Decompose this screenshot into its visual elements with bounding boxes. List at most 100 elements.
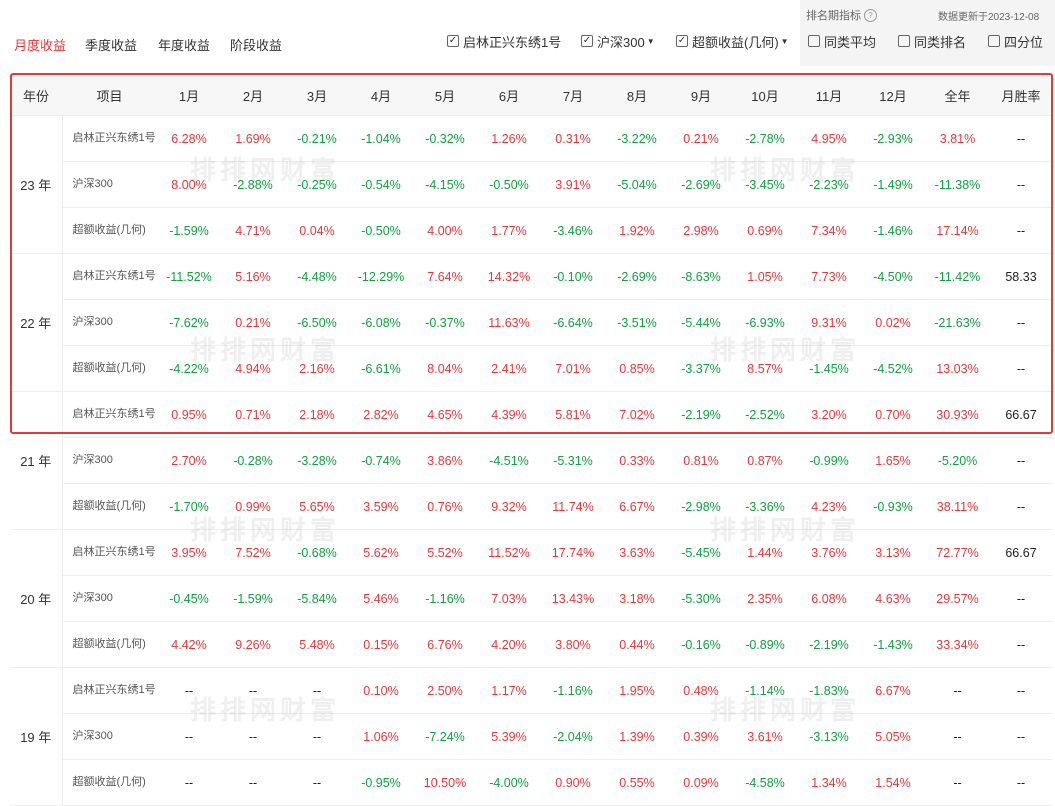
tab-annual-returns[interactable]: 年度收益 xyxy=(158,38,211,53)
item-cell: 沪深300 xyxy=(62,437,157,484)
value-cell: 1.05% xyxy=(733,253,797,300)
value-cell: 30.93% xyxy=(925,391,990,438)
value-cell: 17.14% xyxy=(925,207,990,254)
value-cell: 1.54% xyxy=(861,759,925,806)
table-header-row: 年份 项目 1月 2月 3月 4月 5月 6月 7月 8月 9月 10月 11月 12月 全年 月胜率 xyxy=(10,75,1052,116)
checkbox-peer-rank[interactable]: 同类排名 xyxy=(898,32,966,50)
value-cell: 6.08% xyxy=(797,575,861,622)
value-cell: 7.73% xyxy=(797,253,861,300)
tab-quarterly-returns[interactable]: 季度收益 xyxy=(85,38,138,53)
value-cell: -0.21% xyxy=(285,115,349,162)
value-cell: -21.63% xyxy=(925,299,990,346)
value-cell: 66.67 xyxy=(990,391,1052,438)
value-cell: -0.93% xyxy=(861,483,925,530)
value-cell: 9.26% xyxy=(221,621,285,668)
checkbox-peer-average[interactable]: 同类平均 xyxy=(808,32,876,50)
value-cell: -- xyxy=(990,621,1052,668)
value-cell: -4.00% xyxy=(477,759,541,806)
value-cell: -0.32% xyxy=(413,115,477,162)
value-cell: -2.69% xyxy=(669,161,733,208)
value-cell: 1.69% xyxy=(221,115,285,162)
top-toolbar: 月度收益 季度收益 年度收益 阶段收益 排名期指标 ? 数据更新于2023-12… xyxy=(0,0,1055,70)
item-cell: 沪深300 xyxy=(62,713,157,760)
value-cell: -2.52% xyxy=(733,391,797,438)
value-cell: -1.16% xyxy=(541,667,605,714)
value-cell: -5.30% xyxy=(669,575,733,622)
value-cell: -0.50% xyxy=(477,161,541,208)
table-row: 20 年启林正兴东绣1号 3.95% 7.52% -0.68% 5.62% 5.52% 11… xyxy=(10,529,1052,668)
value-cell: 11.63% xyxy=(477,299,541,346)
value-cell: 2.50% xyxy=(413,667,477,714)
column-header: 1月 xyxy=(157,75,221,116)
checkbox-csi300[interactable]: ✓ 沪深300 ▼ xyxy=(581,34,655,50)
column-header: 5月 xyxy=(413,75,477,116)
value-cell: 0.95% xyxy=(157,391,221,438)
table-row: 22 年启林正兴东绣1号 -11.52% 5.16% -4.48% -12.29% 7.6… xyxy=(10,253,1052,392)
tab-monthly-returns[interactable]: 月度收益 xyxy=(14,38,67,53)
value-cell: -6.50% xyxy=(285,299,349,346)
value-cell: 4.39% xyxy=(477,391,541,438)
value-cell: 3.13% xyxy=(861,529,925,576)
value-cell: 4.94% xyxy=(221,345,285,392)
value-cell: 7.01% xyxy=(541,345,605,392)
value-cell: -3.13% xyxy=(797,713,861,760)
check-icon[interactable]: ✓ xyxy=(581,35,593,47)
column-header: 8月 xyxy=(605,75,669,116)
value-cell: 0.44% xyxy=(605,621,669,668)
value-cell: -1.43% xyxy=(861,621,925,668)
caret-down-icon[interactable]: ▼ xyxy=(780,36,789,46)
value-cell: 13.03% xyxy=(925,345,990,392)
table-row: 23 年启林正兴东绣1号 6.28% 1.69% -0.21% -1.04% -0.32%… xyxy=(10,115,1052,254)
table-row: 沪深300 2.70% -0.28% -3.28% -0.74% 3.86% -4.51% -… xyxy=(10,437,1052,484)
value-cell: -4.48% xyxy=(285,253,349,300)
value-cell: -1.59% xyxy=(157,207,221,254)
checkbox-fund[interactable]: ✓ 启林正兴东绣1号 xyxy=(447,34,562,50)
value-cell: 4.71% xyxy=(221,207,285,254)
value-cell: 1.39% xyxy=(605,713,669,760)
value-cell: 7.34% xyxy=(797,207,861,254)
value-cell: 4.23% xyxy=(797,483,861,530)
value-cell: 8.00% xyxy=(157,161,221,208)
rank-metrics-label: 排名期指标 ? xyxy=(806,7,877,23)
value-cell: -1.45% xyxy=(797,345,861,392)
value-cell: -- xyxy=(990,667,1052,714)
tab-period-returns[interactable]: 阶段收益 xyxy=(230,38,283,53)
value-cell: -0.37% xyxy=(413,299,477,346)
value-cell: -2.98% xyxy=(669,483,733,530)
value-cell: -3.46% xyxy=(541,207,605,254)
value-cell: -12.29% xyxy=(349,253,413,300)
value-cell: -- xyxy=(990,713,1052,760)
monthly-returns-table: 年份 项目 1月 2月 3月 4月 5月 6月 7月 8月 9月 10月 11月 12月 全年 月胜率 23 … xyxy=(10,75,1052,806)
value-cell: -4.50% xyxy=(861,253,925,300)
value-cell: 5.48% xyxy=(285,621,349,668)
value-cell: -7.62% xyxy=(157,299,221,346)
item-cell: 超额收益(几何) xyxy=(62,207,157,254)
check-icon[interactable]: ✓ xyxy=(676,35,688,47)
value-cell: 3.61% xyxy=(733,713,797,760)
checkbox-empty-icon[interactable] xyxy=(898,35,910,47)
checkbox-excess-return[interactable]: ✓ 超额收益(几何) ▼ xyxy=(676,34,789,50)
checkbox-quartile[interactable]: 四分位 xyxy=(988,32,1043,50)
value-cell: 11.74% xyxy=(541,483,605,530)
item-cell: 超额收益(几何) xyxy=(62,345,157,392)
value-cell: 1.92% xyxy=(605,207,669,254)
value-cell: 3.91% xyxy=(541,161,605,208)
value-cell: -3.45% xyxy=(733,161,797,208)
value-cell: -- xyxy=(157,713,221,760)
table-row: 超额收益(几何) -1.59% 4.71% 0.04% -0.50% 4.00% 1.77%… xyxy=(10,207,1052,254)
value-cell: 0.33% xyxy=(605,437,669,484)
checkbox-empty-icon[interactable] xyxy=(808,35,820,47)
value-cell: -- xyxy=(925,713,990,760)
value-cell: -- xyxy=(285,759,349,806)
value-cell: 4.63% xyxy=(861,575,925,622)
check-icon[interactable]: ✓ xyxy=(447,35,459,47)
value-cell: 0.09% xyxy=(669,759,733,806)
item-cell: 超额收益(几何) xyxy=(62,483,157,530)
value-cell: 3.95% xyxy=(157,529,221,576)
question-icon[interactable]: ? xyxy=(864,8,877,22)
caret-down-icon[interactable]: ▼ xyxy=(646,36,655,46)
value-cell: 33.34% xyxy=(925,621,990,668)
checkbox-empty-icon[interactable] xyxy=(988,35,1000,47)
value-cell: 4.42% xyxy=(157,621,221,668)
value-cell: -- xyxy=(990,299,1052,346)
